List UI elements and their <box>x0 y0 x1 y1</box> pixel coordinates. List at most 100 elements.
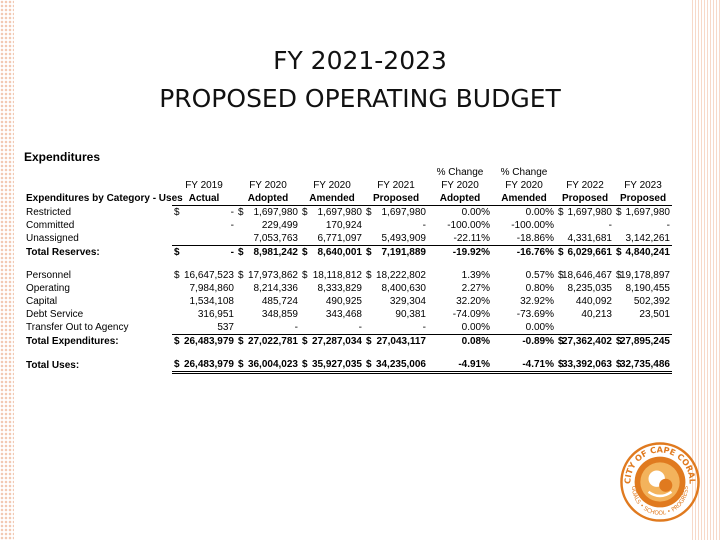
cell-fy2023: $27,895,245 <box>614 334 672 348</box>
left-decorative-border <box>0 0 14 540</box>
currency-symbol: $ <box>238 270 244 281</box>
currency-symbol: $ <box>302 247 308 258</box>
cell-fy2019: - <box>172 219 236 232</box>
cell-value: -16.76% <box>516 247 554 258</box>
cell-chgM: -0.89% <box>492 334 556 348</box>
header-row1: % Change % Change <box>24 166 672 179</box>
cell-fy2023: 23,501 <box>614 308 672 321</box>
cell-value: 90,381 <box>395 309 426 320</box>
header-cell: Adopted <box>428 192 492 206</box>
cell-value: 485,724 <box>261 296 298 307</box>
table-row: Restricted $ - $1,697,980 $1,697,980 $1,697,9… <box>24 206 672 220</box>
header-cell <box>614 166 672 179</box>
cell-value: - <box>294 322 298 333</box>
header-cell <box>24 179 172 192</box>
cell-chgM: -16.76% <box>492 245 556 259</box>
cell-value: 0.00% <box>525 322 554 333</box>
table-row: Personnel $16,647,523 $17,973,862 $18,118,8… <box>24 269 672 282</box>
cell-fy2019: $26,483,979 <box>172 334 236 348</box>
cell-value: 2.27% <box>461 283 490 294</box>
cell-fy2022: $33,392,063 <box>556 358 614 374</box>
cell-value: 1,534,108 <box>189 296 235 307</box>
header-cell: Proposed <box>556 192 614 206</box>
table-row: Transfer Out to Agency 537 - - - 0.00% 0.00% <box>24 321 672 335</box>
cell-fy2022: 8,235,035 <box>556 282 614 295</box>
cell-fy2020m: 8,333,829 <box>300 282 364 295</box>
currency-symbol: $ <box>238 359 244 370</box>
currency-symbol: $ <box>558 207 564 218</box>
row-label: Personnel <box>26 270 72 281</box>
cell-value: 32,735,486 <box>619 359 670 370</box>
cell-chgM: -4.71% <box>492 358 556 374</box>
table-row: Operating 7,984,860 8,214,336 8,333,829 8,40… <box>24 282 672 295</box>
cell-value: 6,771,097 <box>317 233 363 244</box>
currency-symbol: $ <box>616 336 622 347</box>
currency-symbol: $ <box>174 247 180 258</box>
cell-fy2021: - <box>364 321 428 335</box>
cell-value: - <box>358 322 362 333</box>
cell-value: 17,973,862 <box>247 270 298 281</box>
header-cell: FY 2020 <box>313 180 351 191</box>
header-cell <box>556 166 614 179</box>
cell-chgA: -74.09% <box>428 308 492 321</box>
cell-fy2020m: $27,287,034 <box>300 334 364 348</box>
row-label: Restricted <box>26 206 72 218</box>
cell-value: 8,214,336 <box>253 283 299 294</box>
cell-fy2019: $ - <box>172 206 236 220</box>
cell-fy2021: 5,493,909 <box>364 232 428 246</box>
cell-chgA: 32.20% <box>428 295 492 308</box>
cell-value: 34,235,006 <box>375 359 426 370</box>
cell-value: 537 <box>217 322 234 333</box>
header-cell: Actual <box>172 192 236 206</box>
cell-value: 33,392,063 <box>561 359 612 370</box>
cell-value: 1,697,980 <box>567 207 613 218</box>
cell-value: 4,331,681 <box>567 233 613 244</box>
cell-value: 27,043,117 <box>376 336 427 347</box>
currency-symbol: $ <box>366 359 372 370</box>
cell-value: 0.00% <box>461 322 490 333</box>
cell-chgM: 0.00% <box>492 206 556 220</box>
header-cell: % Change <box>500 167 548 178</box>
cell-value: 229,499 <box>261 220 298 231</box>
cell-fy2020a: 7,053,763 <box>236 232 300 246</box>
row-label: Total Uses: <box>26 359 80 371</box>
cell-chgM: 0.57% <box>492 269 556 282</box>
cell-value: 0.57% <box>525 270 554 281</box>
cell-value: 16,647,523 <box>183 270 234 281</box>
cell-value: 4,840,241 <box>625 247 671 258</box>
cell-value: 5,493,909 <box>381 233 427 244</box>
row-label: Total Reserves: <box>26 246 100 258</box>
cell-fy2022: 4,331,681 <box>556 232 614 246</box>
cell-fy2019: 537 <box>172 321 236 335</box>
cell-chgA: -22.11% <box>428 232 492 246</box>
cell-value: -74.09% <box>452 309 490 320</box>
table-row: Total Reserves: $ - $8,981,242 $8,640,001 $7,… <box>24 245 672 259</box>
cell-value: 32.92% <box>520 296 554 307</box>
cell-value: 8,235,035 <box>567 283 613 294</box>
cell-fy2020a: $1,697,980 <box>236 206 300 220</box>
cell-fy2021: $1,697,980 <box>364 206 428 220</box>
cell-fy2021: 329,304 <box>364 295 428 308</box>
cell-value: 8,333,829 <box>317 283 363 294</box>
cell-value: -4.71% <box>522 359 554 370</box>
cell-chgA: -19.92% <box>428 245 492 259</box>
currency-symbol: $ <box>558 359 564 370</box>
currency-symbol: $ <box>558 247 564 258</box>
cell-fy2021: 8,400,630 <box>364 282 428 295</box>
row-label: Operating <box>26 283 70 294</box>
cell-value: 19,178,897 <box>619 270 670 281</box>
cell-value: -73.69% <box>516 309 554 320</box>
header-cell <box>236 166 300 179</box>
cell-fy2023: 3,142,261 <box>614 232 672 246</box>
header-cell: FY 2020 <box>249 180 287 191</box>
header-cell <box>300 166 364 179</box>
budget-table: % Change% Change FY 2019 FY 2020 FY 2020 FY … <box>24 166 672 374</box>
cell-value: 32.20% <box>456 296 490 307</box>
currency-symbol: $ <box>302 359 308 370</box>
cell-value: -4.91% <box>458 359 490 370</box>
cell-value: 8,640,001 <box>317 247 363 258</box>
currency-symbol: $ <box>302 336 308 347</box>
currency-symbol: $ <box>616 270 622 281</box>
cell-chgA: 0.00% <box>428 321 492 335</box>
cell-value: -18.86% <box>516 233 554 244</box>
